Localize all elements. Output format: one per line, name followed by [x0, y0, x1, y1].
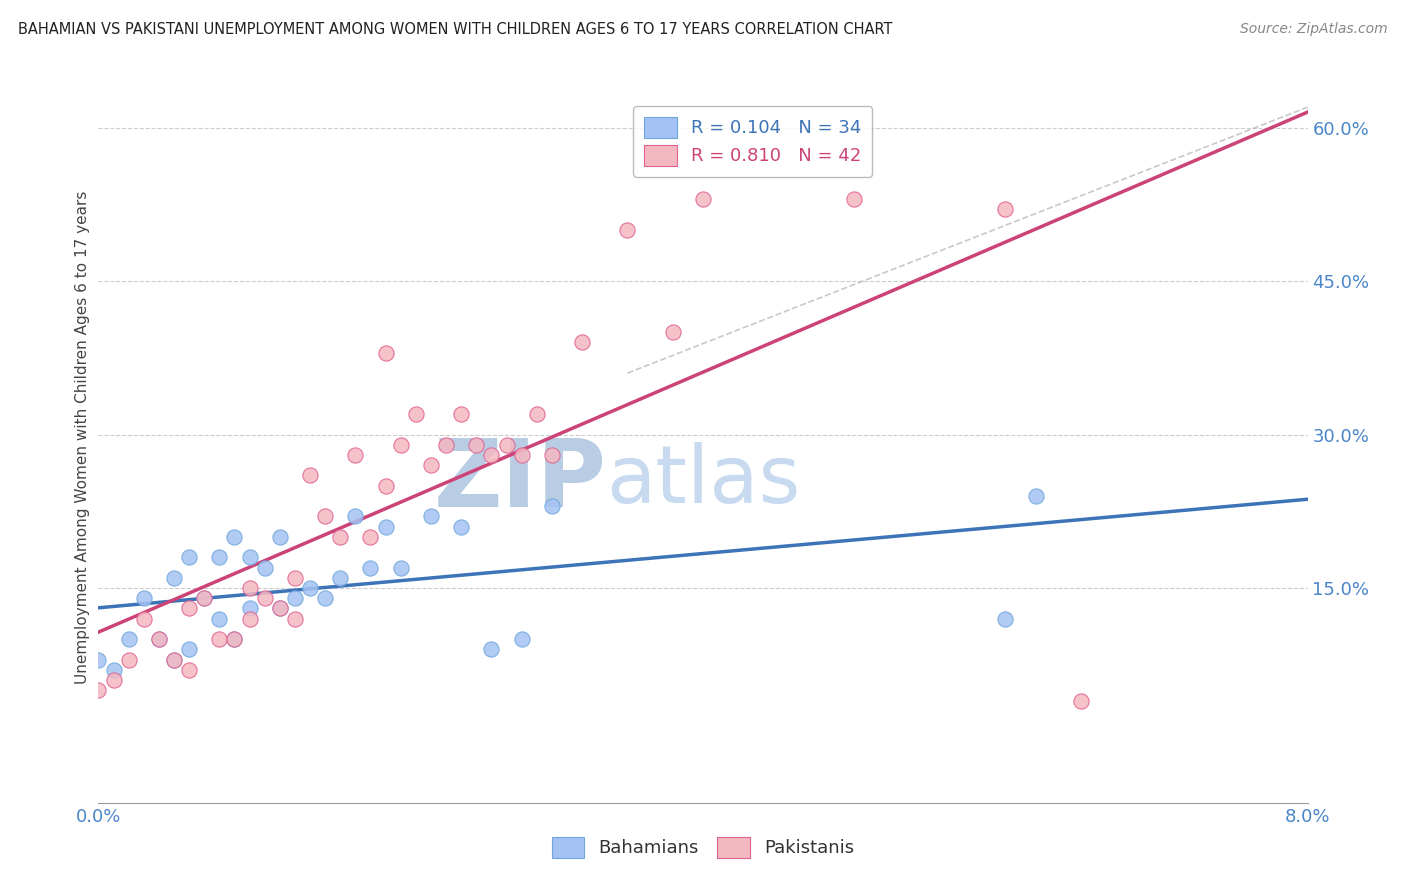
Point — [616, 223, 638, 237]
Point — [540, 448, 562, 462]
Point — [299, 581, 322, 595]
Text: atlas: atlas — [606, 442, 800, 520]
Point — [284, 591, 307, 606]
Point — [374, 519, 396, 533]
Point — [344, 448, 367, 462]
Point — [239, 601, 262, 615]
Point — [148, 632, 170, 647]
Point — [299, 468, 322, 483]
Text: Source: ZipAtlas.com: Source: ZipAtlas.com — [1240, 22, 1388, 37]
Point — [269, 601, 291, 615]
Point — [163, 571, 186, 585]
Point — [374, 478, 396, 492]
Point — [208, 550, 231, 565]
Point — [87, 683, 110, 698]
Y-axis label: Unemployment Among Women with Children Ages 6 to 17 years: Unemployment Among Women with Children A… — [75, 190, 90, 684]
Legend: R = 0.104   N = 34, R = 0.810   N = 42: R = 0.104 N = 34, R = 0.810 N = 42 — [634, 106, 872, 177]
Point — [329, 530, 352, 544]
Point — [510, 448, 533, 462]
Point — [163, 652, 186, 666]
Point — [481, 642, 503, 657]
Point — [526, 407, 548, 421]
Point — [389, 560, 412, 574]
Point — [434, 438, 457, 452]
Point — [510, 632, 533, 647]
Point — [253, 560, 276, 574]
Point — [179, 663, 201, 677]
Point — [314, 509, 336, 524]
Point — [844, 192, 866, 206]
Point — [420, 458, 443, 473]
Point — [344, 509, 367, 524]
Point — [450, 407, 472, 421]
Point — [495, 438, 517, 452]
Point — [269, 530, 291, 544]
Point — [374, 345, 396, 359]
Point — [284, 571, 307, 585]
Point — [87, 652, 110, 666]
Point — [224, 530, 246, 544]
Point — [284, 612, 307, 626]
Point — [148, 632, 170, 647]
Point — [540, 499, 562, 513]
Point — [360, 530, 382, 544]
Point — [994, 612, 1017, 626]
Point — [239, 612, 262, 626]
Point — [314, 591, 336, 606]
Point — [224, 632, 246, 647]
Point — [994, 202, 1017, 217]
Point — [360, 560, 382, 574]
Point — [571, 335, 593, 350]
Point — [132, 591, 155, 606]
Point — [179, 601, 201, 615]
Point — [253, 591, 276, 606]
Point — [420, 509, 443, 524]
Point — [239, 581, 262, 595]
Point — [179, 550, 201, 565]
Point — [224, 632, 246, 647]
Point — [118, 652, 141, 666]
Point — [193, 591, 215, 606]
Point — [103, 663, 125, 677]
Legend: Bahamians, Pakistanis: Bahamians, Pakistanis — [544, 830, 862, 865]
Point — [193, 591, 215, 606]
Point — [465, 438, 488, 452]
Point — [239, 550, 262, 565]
Text: BAHAMIAN VS PAKISTANI UNEMPLOYMENT AMONG WOMEN WITH CHILDREN AGES 6 TO 17 YEARS : BAHAMIAN VS PAKISTANI UNEMPLOYMENT AMONG… — [18, 22, 893, 37]
Text: ZIP: ZIP — [433, 435, 606, 527]
Point — [661, 325, 683, 339]
Point — [163, 652, 186, 666]
Point — [692, 192, 714, 206]
Point — [329, 571, 352, 585]
Point — [208, 612, 231, 626]
Point — [208, 632, 231, 647]
Point — [132, 612, 155, 626]
Point — [1070, 693, 1092, 707]
Point — [118, 632, 141, 647]
Point — [450, 519, 472, 533]
Point — [269, 601, 291, 615]
Point — [1025, 489, 1047, 503]
Point — [103, 673, 125, 687]
Point — [405, 407, 427, 421]
Point — [389, 438, 412, 452]
Point — [481, 448, 503, 462]
Point — [179, 642, 201, 657]
